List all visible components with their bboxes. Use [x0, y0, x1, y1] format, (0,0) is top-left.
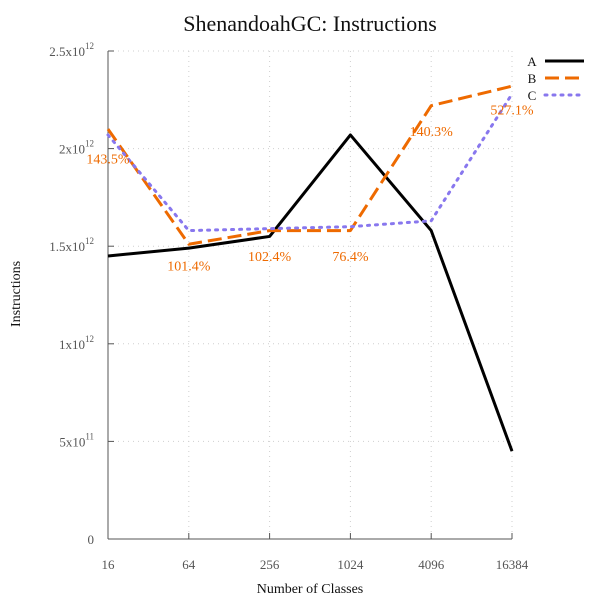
x-tick-label: 16384: [496, 557, 529, 572]
series-line-c: [106, 92, 514, 233]
y-tick-label: 2x1012: [59, 139, 94, 157]
series-line-a: [107, 133, 514, 452]
y-tick-label: 1.5x1012: [49, 236, 94, 254]
data-label: 140.3%: [410, 125, 454, 140]
data-label: 76.4%: [332, 250, 369, 265]
x-tick-label: 1024: [337, 557, 364, 572]
x-axis-label: Number of Classes: [257, 582, 364, 597]
legend-label: C: [528, 88, 537, 103]
y-tick-label: 0: [88, 532, 95, 547]
series-line-b: [106, 84, 513, 246]
legend: ABC: [527, 54, 586, 103]
x-tick-label: 256: [260, 557, 280, 572]
data-label: 527.1%: [490, 104, 534, 119]
x-tick-label: 4096: [418, 557, 445, 572]
data-label: 102.4%: [248, 250, 292, 265]
legend-label: A: [527, 54, 537, 69]
annotations: 143.5% 101.4% 102.4% 76.4% 140.3% 527.1%: [86, 104, 534, 275]
legend-label: B: [528, 71, 537, 86]
y-tick-label: 5x1011: [59, 431, 94, 449]
axes: 16 64 256 1024 4096 16384 0 5x1011 1x1012 1.5x101…: [49, 41, 529, 572]
chart-title: ShenandoahGC: Instructions: [183, 11, 437, 36]
data-label: 143.5%: [86, 152, 130, 167]
y-tick-label: 1x1012: [59, 334, 94, 352]
y-axis-label: Instructions: [9, 261, 24, 327]
data-label: 101.4%: [167, 260, 211, 275]
y-tick-label: 2.5x1012: [49, 41, 94, 59]
x-tick-label: 64: [182, 557, 196, 572]
series-lines: [106, 84, 514, 452]
x-tick-label: 16: [102, 557, 116, 572]
